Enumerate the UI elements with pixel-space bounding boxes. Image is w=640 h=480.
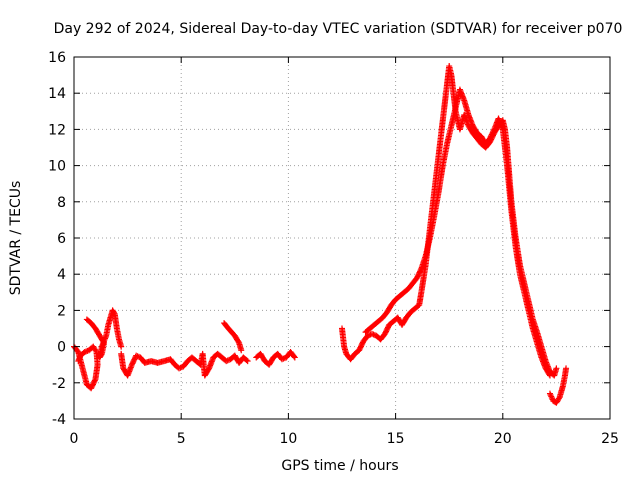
data-point (91, 377, 98, 384)
y-tick-label: 8 (57, 195, 66, 211)
y-tick-label: 0 (57, 340, 66, 356)
chart-title: Day 292 of 2024, Sidereal Day-to-day VTE… (54, 21, 623, 37)
data-point (243, 357, 250, 364)
y-tick-label: -4 (52, 412, 66, 428)
x-tick-label: 0 (70, 431, 79, 447)
y-axis-label: SDTVAR / TECUs (8, 181, 24, 296)
y-tick-label: 2 (57, 303, 66, 319)
data-series (71, 63, 570, 406)
y-tick-label: 4 (57, 267, 66, 283)
y-tick-label: 10 (48, 159, 66, 175)
grid-lines (74, 57, 610, 419)
x-tick-label: 25 (601, 431, 619, 447)
data-point (290, 353, 297, 360)
data-point (555, 395, 562, 402)
data-point (546, 372, 553, 379)
y-tick-label: 12 (48, 122, 66, 138)
y-tick-label: 16 (48, 50, 66, 66)
data-point (244, 358, 251, 365)
axis-ticks: 0 5 10 15 20 25 -4 -2 0 2 4 6 8 10 12 14 16 (48, 50, 619, 447)
y-tick-label: 6 (57, 231, 66, 247)
data-point (111, 309, 118, 316)
data-point (417, 267, 424, 274)
y-tick-label: 14 (48, 86, 66, 102)
data-point (553, 365, 560, 372)
data-point (546, 371, 553, 378)
x-tick-label: 5 (177, 431, 186, 447)
x-tick-label: 10 (279, 431, 297, 447)
x-tick-label: 15 (387, 431, 405, 447)
data-point (563, 365, 570, 372)
data-point (291, 354, 298, 361)
data-point (238, 347, 245, 354)
data-point (75, 358, 82, 365)
data-point (118, 343, 125, 350)
x-tick-label: 20 (494, 431, 512, 447)
y-tick-label: -2 (52, 376, 66, 392)
data-point (490, 127, 497, 134)
x-axis-label: GPS time / hours (281, 458, 398, 474)
data-point (235, 338, 242, 345)
